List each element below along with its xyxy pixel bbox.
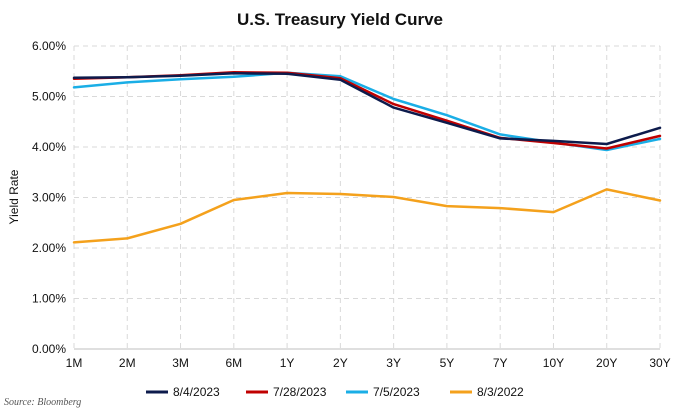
legend-label: 8/3/2022 [477,385,524,399]
chart-title: U.S. Treasury Yield Curve [237,10,443,29]
y-tick-label: 4.00% [32,140,66,154]
legend-label: 7/5/2023 [373,385,420,399]
legend-label: 8/4/2023 [173,385,220,399]
source-note: Source: Bloomberg [4,397,82,408]
x-tick-label: 3M [172,356,189,370]
x-tick-label: 5Y [440,356,455,370]
x-tick-label: 2M [119,356,136,370]
x-tick-label: 30Y [649,356,670,370]
x-tick-label: 7Y [493,356,508,370]
x-tick-label: 10Y [543,356,564,370]
y-tick-label: 0.00% [32,342,66,356]
series-line-8-3-2022 [72,188,662,244]
series-line-8-4-2023 [72,72,662,146]
x-tick-label: 3Y [386,356,401,370]
x-tick-label: 1Y [280,356,295,370]
legend-item: 8/4/2023 [146,385,220,399]
x-tick-label: 2Y [333,356,348,370]
x-tick-label: 6M [225,356,242,370]
y-tick-label: 1.00% [32,292,66,306]
series-lines [72,71,662,244]
x-ticks: 1M 2M 3M 6M 1Y 2Y 3Y 5Y 7Y 10Y 20Y 30Y [66,356,671,370]
legend-label: 7/28/2023 [273,385,327,399]
legend-item: 7/28/2023 [246,385,327,399]
legend: 8/4/2023 7/28/2023 7/5/2023 8/3/2022 [146,385,524,399]
x-tick-label: 20Y [596,356,617,370]
y-axis-label: Yield Rate [7,169,21,224]
x-tick-label: 1M [66,356,83,370]
y-ticks: 0.00% 1.00% 2.00% 3.00% 4.00% 5.00% 6.00% [32,39,66,356]
y-tick-label: 2.00% [32,241,66,255]
legend-item: 8/3/2022 [450,385,524,399]
grid [73,45,661,350]
legend-item: 7/5/2023 [346,385,420,399]
y-tick-label: 6.00% [32,39,66,53]
y-tick-label: 3.00% [32,191,66,205]
series-line-7-5-2023 [72,71,662,152]
series-line-7-28-2023 [72,71,662,150]
y-tick-label: 5.00% [32,90,66,104]
